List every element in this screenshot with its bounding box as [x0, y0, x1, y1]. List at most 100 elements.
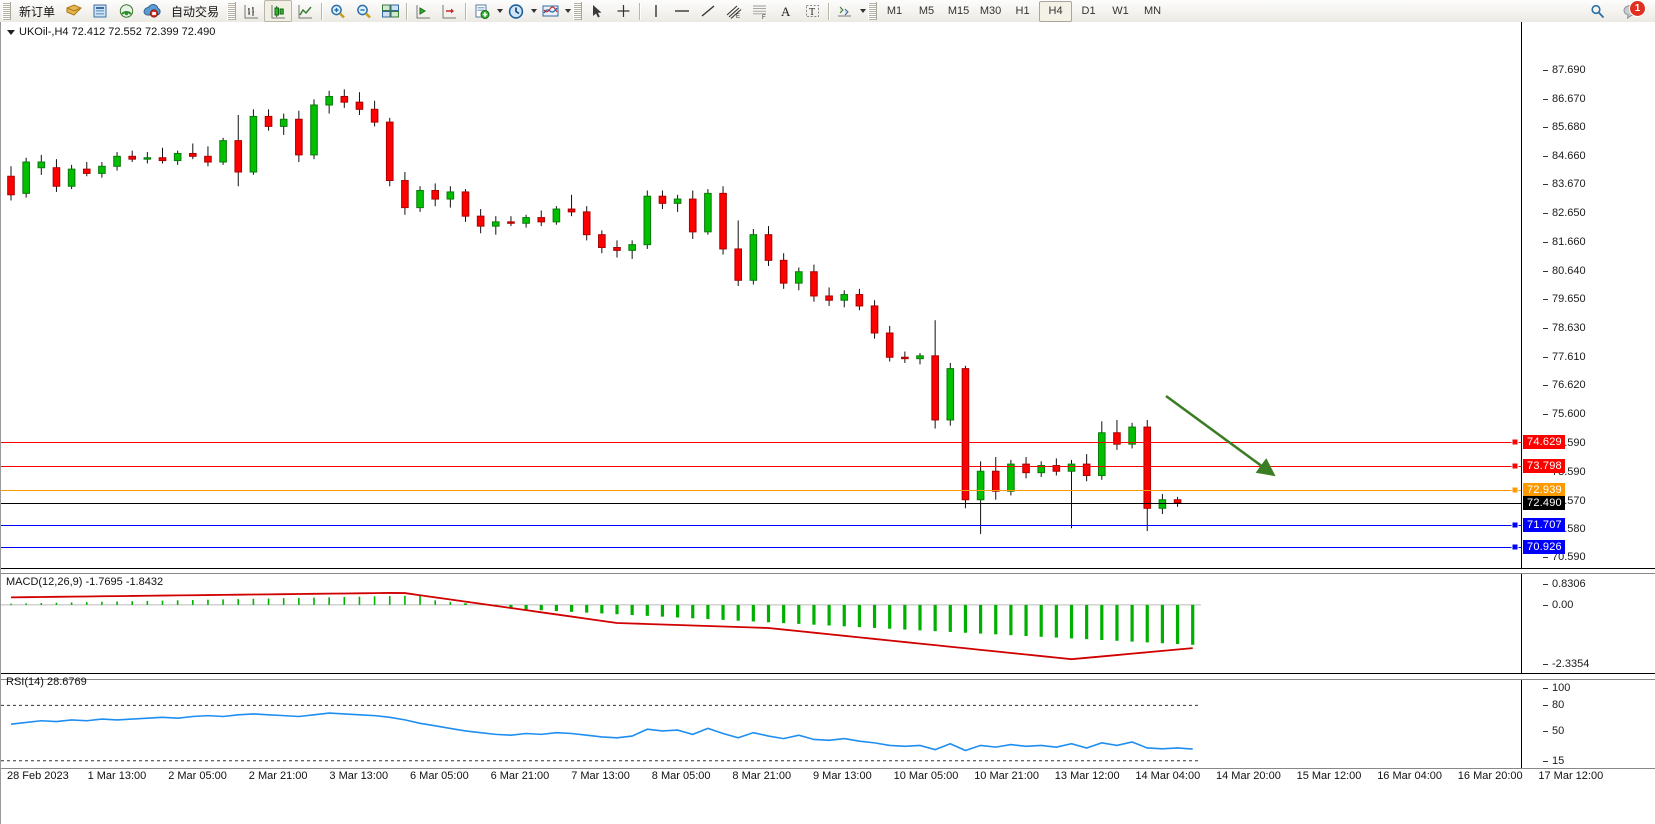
time-tick: 8 Mar 05:00	[651, 770, 711, 782]
timeframe-m5[interactable]: M5	[918, 5, 935, 17]
svg-text:T: T	[809, 7, 815, 18]
level-handle-entry-level[interactable]	[1511, 486, 1519, 494]
time-tick: 14 Mar 04:00	[1135, 770, 1201, 782]
toolbar-grip-4[interactable]	[868, 2, 878, 20]
price-axis-divider	[1521, 22, 1522, 568]
tile-windows-icon[interactable]	[377, 1, 403, 21]
timeframe-m30[interactable]: M30	[979, 5, 1002, 17]
level-line-support-lower[interactable]	[1, 547, 1521, 549]
timeframe-group: M1 M5 M15 M30 H1 H4 D1 W1 MN	[879, 0, 1168, 22]
timeframe-m15[interactable]: M15	[947, 5, 970, 17]
level-line-resistance-lower[interactable]	[1, 465, 1521, 467]
text-icon[interactable]: A	[773, 1, 799, 21]
timeframe-mn[interactable]: MN	[1143, 5, 1162, 17]
time-tick: 16 Mar 20:00	[1457, 770, 1523, 782]
chart-menu-triangle-icon[interactable]	[7, 29, 15, 35]
toolbar-grip-2[interactable]	[227, 2, 237, 20]
profile-icon[interactable]	[61, 1, 87, 21]
templates-chevron-down-icon[interactable]	[497, 9, 504, 13]
price-tick: 87.690	[1543, 64, 1655, 76]
time-tick: 3 Mar 13:00	[329, 770, 389, 782]
toolbar-separator-1	[321, 2, 323, 20]
time-tick: 9 Mar 13:00	[813, 770, 872, 782]
autoscroll-icon[interactable]	[436, 1, 462, 21]
time-tick: 13 Mar 12:00	[1054, 770, 1120, 782]
rsi-series	[1, 704, 1201, 762]
level-tag-resistance-lower: 73.798	[1523, 458, 1565, 473]
zoom-out-icon[interactable]	[351, 1, 377, 21]
macd-tick: -2.3354	[1543, 658, 1655, 670]
rsi-pane-top-border	[1, 673, 1655, 674]
down-trend-arrow[interactable]	[1, 22, 1655, 824]
price-tick: 86.670	[1543, 93, 1655, 105]
auto-trading-label: 自动交易	[171, 4, 220, 19]
search-icon[interactable]	[1585, 1, 1611, 21]
toolbar-separator-3	[465, 2, 467, 20]
main-toolbar: 新订单 自动交易	[0, 0, 1655, 23]
period-chevron-down-icon[interactable]	[531, 9, 538, 13]
bar-chart-icon[interactable]	[238, 1, 264, 21]
level-line-entry-level[interactable]	[1, 490, 1521, 492]
new-order-button[interactable]: 新订单	[13, 1, 61, 21]
level-line-resistance-upper[interactable]	[1, 441, 1521, 443]
level-handle-resistance-lower[interactable]	[1511, 462, 1519, 470]
toolbar-grip-3[interactable]	[573, 2, 583, 20]
equidistant-channel-icon[interactable]: E	[721, 1, 747, 21]
rsi-tick: 100	[1543, 682, 1655, 694]
level-handle-support-lower[interactable]	[1511, 543, 1519, 551]
chat-badge: 1	[1629, 0, 1646, 17]
chat-icon[interactable]: 1	[1617, 0, 1647, 21]
crosshair-icon[interactable]	[610, 1, 636, 21]
hline-icon[interactable]	[669, 1, 695, 21]
fibo-icon[interactable]: F	[747, 1, 773, 21]
toolbar-separator-2	[406, 2, 408, 20]
chart-symbol-header[interactable]: UKOil-,H4 72.412 72.552 72.399 72.490	[7, 26, 215, 38]
shift-end-icon[interactable]	[410, 1, 436, 21]
chart-canvas[interactable]: UKOil-,H4 72.412 72.552 72.399 72.490 87…	[0, 22, 1655, 824]
timeframe-m1[interactable]: M1	[886, 5, 903, 17]
macd-pane-divider	[1, 573, 1655, 574]
time-tick: 7 Mar 13:00	[571, 770, 630, 782]
timeframe-h1[interactable]: H1	[1015, 5, 1030, 17]
macd-pane-top-border	[1, 568, 1655, 569]
toolbar-grip[interactable]	[2, 2, 11, 20]
rsi-tick: 50	[1543, 725, 1655, 737]
auto-trading-button[interactable]: 自动交易	[165, 1, 225, 21]
period-icon[interactable]	[503, 1, 529, 21]
level-tag-current-price: 72.490	[1523, 495, 1565, 510]
rsi-axis-divider	[1521, 679, 1522, 769]
objects-icon[interactable]	[832, 1, 858, 21]
timeframe-h4[interactable]: H4	[1039, 0, 1073, 22]
zoom-in-icon[interactable]	[325, 1, 351, 21]
time-tick: 8 Mar 21:00	[732, 770, 792, 782]
objects-chevron-down-icon[interactable]	[860, 9, 867, 13]
trendline-icon[interactable]	[695, 1, 721, 21]
market-watch-icon[interactable]	[87, 1, 113, 21]
time-tick: 10 Mar 05:00	[893, 770, 959, 782]
svg-text:E: E	[736, 14, 740, 20]
time-tick: 17 Mar 12:00	[1538, 770, 1604, 782]
line-chart-icon[interactable]	[292, 1, 318, 21]
candlestick-chart-icon[interactable]	[264, 0, 293, 22]
price-tick: 82.650	[1543, 207, 1655, 219]
level-handle-support-upper[interactable]	[1511, 521, 1519, 529]
level-line-current-price[interactable]	[1, 502, 1521, 504]
data-window-icon[interactable]	[139, 1, 165, 21]
timeframe-d1[interactable]: D1	[1081, 5, 1096, 17]
indicators-chevron-down-icon[interactable]	[565, 9, 572, 13]
level-tag-support-upper: 71.707	[1523, 518, 1565, 533]
macd-tick: 0.8306	[1543, 578, 1655, 590]
indicators-icon[interactable]	[537, 1, 563, 21]
text-label-icon[interactable]: T	[799, 1, 825, 21]
vline-icon[interactable]	[643, 1, 669, 21]
level-line-support-upper[interactable]	[1, 525, 1521, 527]
time-axis-top-border	[1, 768, 1655, 769]
price-tick: 81.660	[1543, 236, 1655, 248]
templates-icon[interactable]	[469, 1, 495, 21]
navigator-icon[interactable]	[113, 1, 139, 21]
price-tick: 83.670	[1543, 178, 1655, 190]
time-tick: 1 Mar 13:00	[87, 770, 147, 782]
timeframe-w1[interactable]: W1	[1112, 5, 1129, 17]
cursor-icon[interactable]	[584, 1, 610, 21]
level-handle-resistance-upper[interactable]	[1511, 438, 1519, 446]
